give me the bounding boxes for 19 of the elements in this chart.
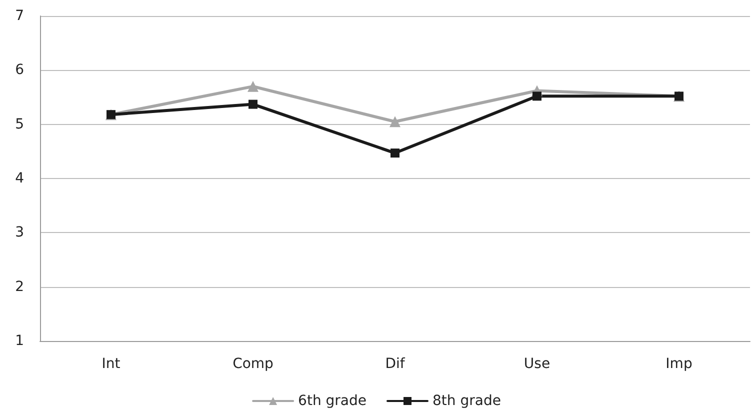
y-tick-label: 3 — [15, 224, 24, 241]
legend-label: 8th grade — [432, 393, 501, 409]
legend-label: 6th grade — [298, 393, 367, 409]
x-tick-label: Dif — [385, 356, 406, 372]
x-tick-label: Int — [102, 356, 121, 372]
point — [390, 148, 400, 158]
x-tick-label: Use — [524, 356, 550, 372]
point — [248, 80, 258, 92]
y-tick-label: 1 — [15, 333, 24, 349]
point — [248, 100, 258, 109]
x-tick-label: Comp — [232, 356, 274, 372]
x-tick-label: Imp — [666, 356, 692, 372]
point — [390, 116, 400, 128]
y-tick-label: 7 — [15, 8, 24, 24]
y-tick-label: 6 — [15, 62, 24, 78]
y-tick-label: 2 — [15, 278, 24, 295]
y-tick-label: 5 — [15, 116, 24, 132]
point — [532, 92, 542, 101]
y-tick-label: 4 — [15, 170, 24, 186]
